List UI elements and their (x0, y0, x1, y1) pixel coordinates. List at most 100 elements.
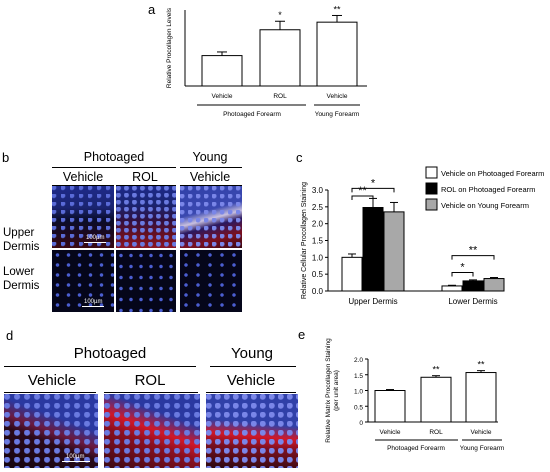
divider (116, 185, 176, 186)
scale-bar (62, 461, 90, 462)
divider (180, 167, 242, 168)
header-vehicle: Vehicle (27, 372, 77, 389)
y-tick-label: 0 (359, 420, 363, 427)
micrograph-lower-rol (116, 250, 176, 312)
y-tick-label: 1.5 (312, 237, 324, 246)
divider (52, 185, 114, 186)
y-tick-label: 0.5 (312, 270, 324, 279)
significance-bracket (451, 271, 474, 277)
legend-swatch (425, 198, 438, 211)
divider (206, 392, 296, 393)
header-young: Young (231, 345, 273, 362)
significance-mark: ** (432, 365, 440, 375)
micrograph-upper-rol (116, 186, 176, 248)
x-tick-label: ROL (273, 93, 287, 100)
y-tick-label: 1.5 (354, 373, 363, 380)
header-young: Young (192, 150, 228, 164)
bar (462, 280, 484, 292)
bar (259, 29, 301, 87)
header-photoaged: Photoaged (83, 150, 145, 164)
bar (483, 278, 505, 292)
divider (104, 392, 198, 393)
legend-swatch (425, 166, 438, 179)
bar (374, 390, 406, 423)
group-label: Photoaged Forearm (387, 445, 445, 452)
row-label-lower-dermis: Lower Dermis (3, 266, 40, 292)
y-tick-label: 2.0 (312, 220, 324, 229)
y-tick-label: 1.0 (354, 389, 363, 396)
legend-swatch (425, 182, 438, 195)
legend-label: ROL on Photoaged Forearm (441, 185, 535, 194)
bar (341, 256, 363, 292)
chart-c: 0.0 0.5 1.0 1.5 2.0 2.5 3.0 Relative Cellular P… (301, 166, 544, 306)
scale-bar-label: 100µm (84, 299, 103, 305)
divider (52, 167, 176, 168)
x-tick-label: Vehicle (327, 93, 348, 100)
header-vehicle-young: Vehicle (189, 170, 231, 184)
x-tick-label: Vehicle (471, 429, 492, 436)
significance-mark: ** (469, 245, 478, 257)
y-tick-label: 3.0 (312, 186, 324, 195)
chart-a: Relative Procollagen Levels Vehicle * ROL **… (166, 4, 367, 118)
micrograph-young (206, 394, 298, 468)
bar (362, 207, 384, 292)
header-rol: ROL (134, 372, 166, 389)
panel-label-d: d (6, 328, 14, 343)
row-label-upper-dermis: Upper Dermis (3, 227, 40, 253)
panel-label-a: a (148, 2, 156, 17)
group-label: Photoaged Forearm (223, 111, 281, 118)
bar (420, 376, 452, 423)
y-tick-label: 0.0 (312, 287, 324, 296)
x-tick-label: Vehicle (380, 429, 401, 436)
y-axis-label: (per unit area) (333, 370, 340, 411)
micrograph-lower-young (180, 250, 242, 312)
bar (201, 55, 243, 87)
x-tick-label: Vehicle (212, 93, 233, 100)
micrograph-upper-young (180, 186, 242, 248)
significance-bracket (451, 255, 495, 260)
significance-bracket (351, 195, 374, 201)
significance-mark: * (371, 177, 376, 189)
micrograph-lower-vehicle (52, 250, 114, 312)
significance-mark: ** (333, 4, 341, 14)
micrograph-upper-vehicle (52, 186, 114, 248)
panel-label-b: b (2, 150, 10, 165)
scale-bar (82, 306, 104, 307)
y-axis-label: Relative Procollagen Levels (166, 7, 173, 88)
micrograph-vehicle (4, 394, 98, 468)
panel-label-e: e (298, 327, 306, 342)
significance-mark: ** (358, 185, 367, 197)
significance-mark: * (460, 261, 465, 273)
scale-bar (84, 242, 106, 243)
y-tick-label: 2.0 (354, 357, 363, 364)
header-rol: ROL (132, 170, 158, 184)
header-photoaged: Photoaged (73, 345, 147, 362)
bar (316, 21, 358, 87)
bar (441, 285, 463, 292)
legend-label: Vehicle on Young Forearm (441, 201, 529, 210)
header-vehicle: Vehicle (62, 170, 104, 184)
bar (465, 372, 497, 423)
y-tick-label: 0.5 (354, 404, 363, 411)
divider (4, 392, 96, 393)
header-vehicle-young: Vehicle (226, 372, 276, 389)
group-label: Young Forearm (460, 445, 505, 452)
significance-mark: * (278, 10, 282, 20)
y-tick-label: 1.0 (312, 253, 324, 262)
significance-bracket (351, 187, 395, 193)
panel-label-c: c (296, 150, 303, 165)
group-label: Young Forearm (315, 111, 360, 118)
y-axis-label: Relative Matrix Procollagen Staining (325, 338, 332, 443)
x-tick-label: Lower Dermis (448, 297, 497, 306)
scale-bar-label: 100µm (66, 454, 85, 460)
x-tick-label: ROL (429, 429, 443, 436)
divider (180, 185, 242, 186)
bar (383, 211, 405, 292)
significance-mark: ** (477, 360, 485, 370)
y-axis-label: Relative Cellular Procollagen Staining (301, 182, 308, 299)
x-tick-label: Upper Dermis (348, 297, 397, 306)
chart-e: 0 0.5 1.0 1.5 2.0 Relative Matrix Procollagen… (325, 338, 505, 452)
divider (210, 366, 296, 367)
micrograph-rol (104, 394, 200, 468)
legend-label: Vehicle on Photoaged Forearm (441, 169, 544, 178)
